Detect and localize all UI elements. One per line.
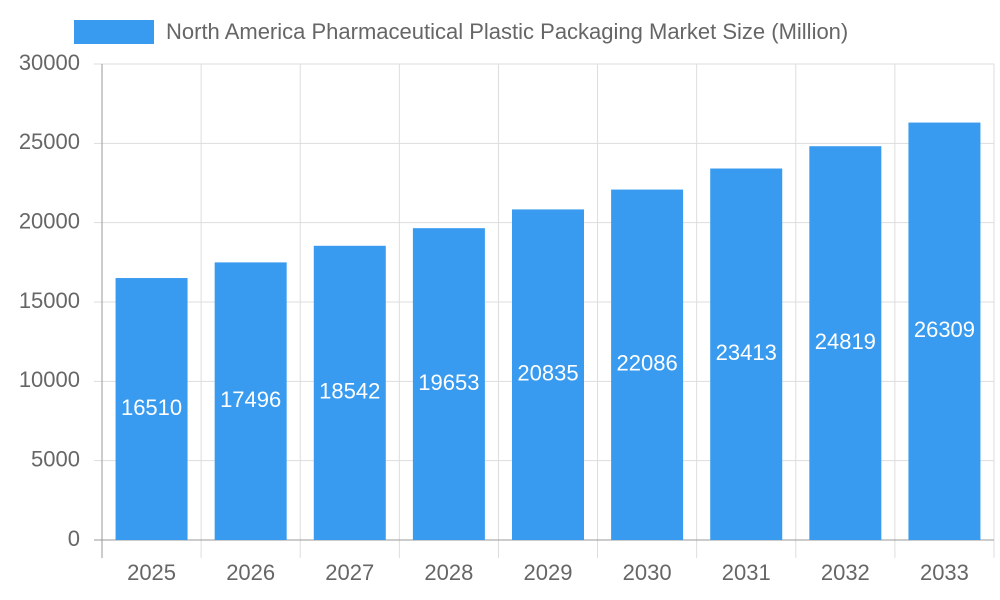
x-tick-label: 2028: [424, 560, 473, 585]
data-label: 23413: [716, 340, 777, 365]
y-tick-label: 0: [68, 526, 80, 551]
bar: [611, 189, 684, 541]
legend-swatch: [74, 20, 154, 44]
data-label: 20835: [517, 361, 578, 386]
legend-label: North America Pharmaceutical Plastic Pac…: [166, 19, 848, 44]
y-tick-label: 5000: [31, 446, 80, 471]
bar: [512, 209, 584, 540]
y-tick-label: 15000: [19, 288, 80, 313]
data-label: 26309: [914, 317, 975, 342]
x-tick-label: 2026: [226, 560, 275, 585]
bar: [809, 146, 882, 540]
bar: [313, 245, 386, 540]
bar: [908, 122, 981, 540]
x-tick-label: 2030: [623, 560, 672, 585]
bar: [710, 168, 783, 540]
data-label: 16510: [121, 395, 182, 420]
bar: [214, 262, 287, 540]
data-label: 24819: [815, 329, 876, 354]
x-tick-label: 2025: [127, 560, 176, 585]
y-tick-label: 30000: [19, 50, 80, 75]
x-tick-label: 2029: [524, 560, 573, 585]
data-label: 17496: [220, 387, 281, 412]
x-tick-label: 2031: [722, 560, 771, 585]
x-tick-label: 2027: [325, 560, 374, 585]
y-tick-label: 20000: [19, 208, 80, 233]
y-tick-label: 10000: [19, 367, 80, 392]
x-tick-label: 2032: [821, 560, 870, 585]
bar: [412, 228, 485, 540]
data-label: 18542: [319, 379, 380, 404]
data-label: 19653: [418, 370, 479, 395]
bar: [115, 278, 188, 540]
y-tick-label: 25000: [19, 129, 80, 154]
data-label: 22086: [617, 351, 678, 376]
x-tick-label: 2033: [920, 560, 969, 585]
